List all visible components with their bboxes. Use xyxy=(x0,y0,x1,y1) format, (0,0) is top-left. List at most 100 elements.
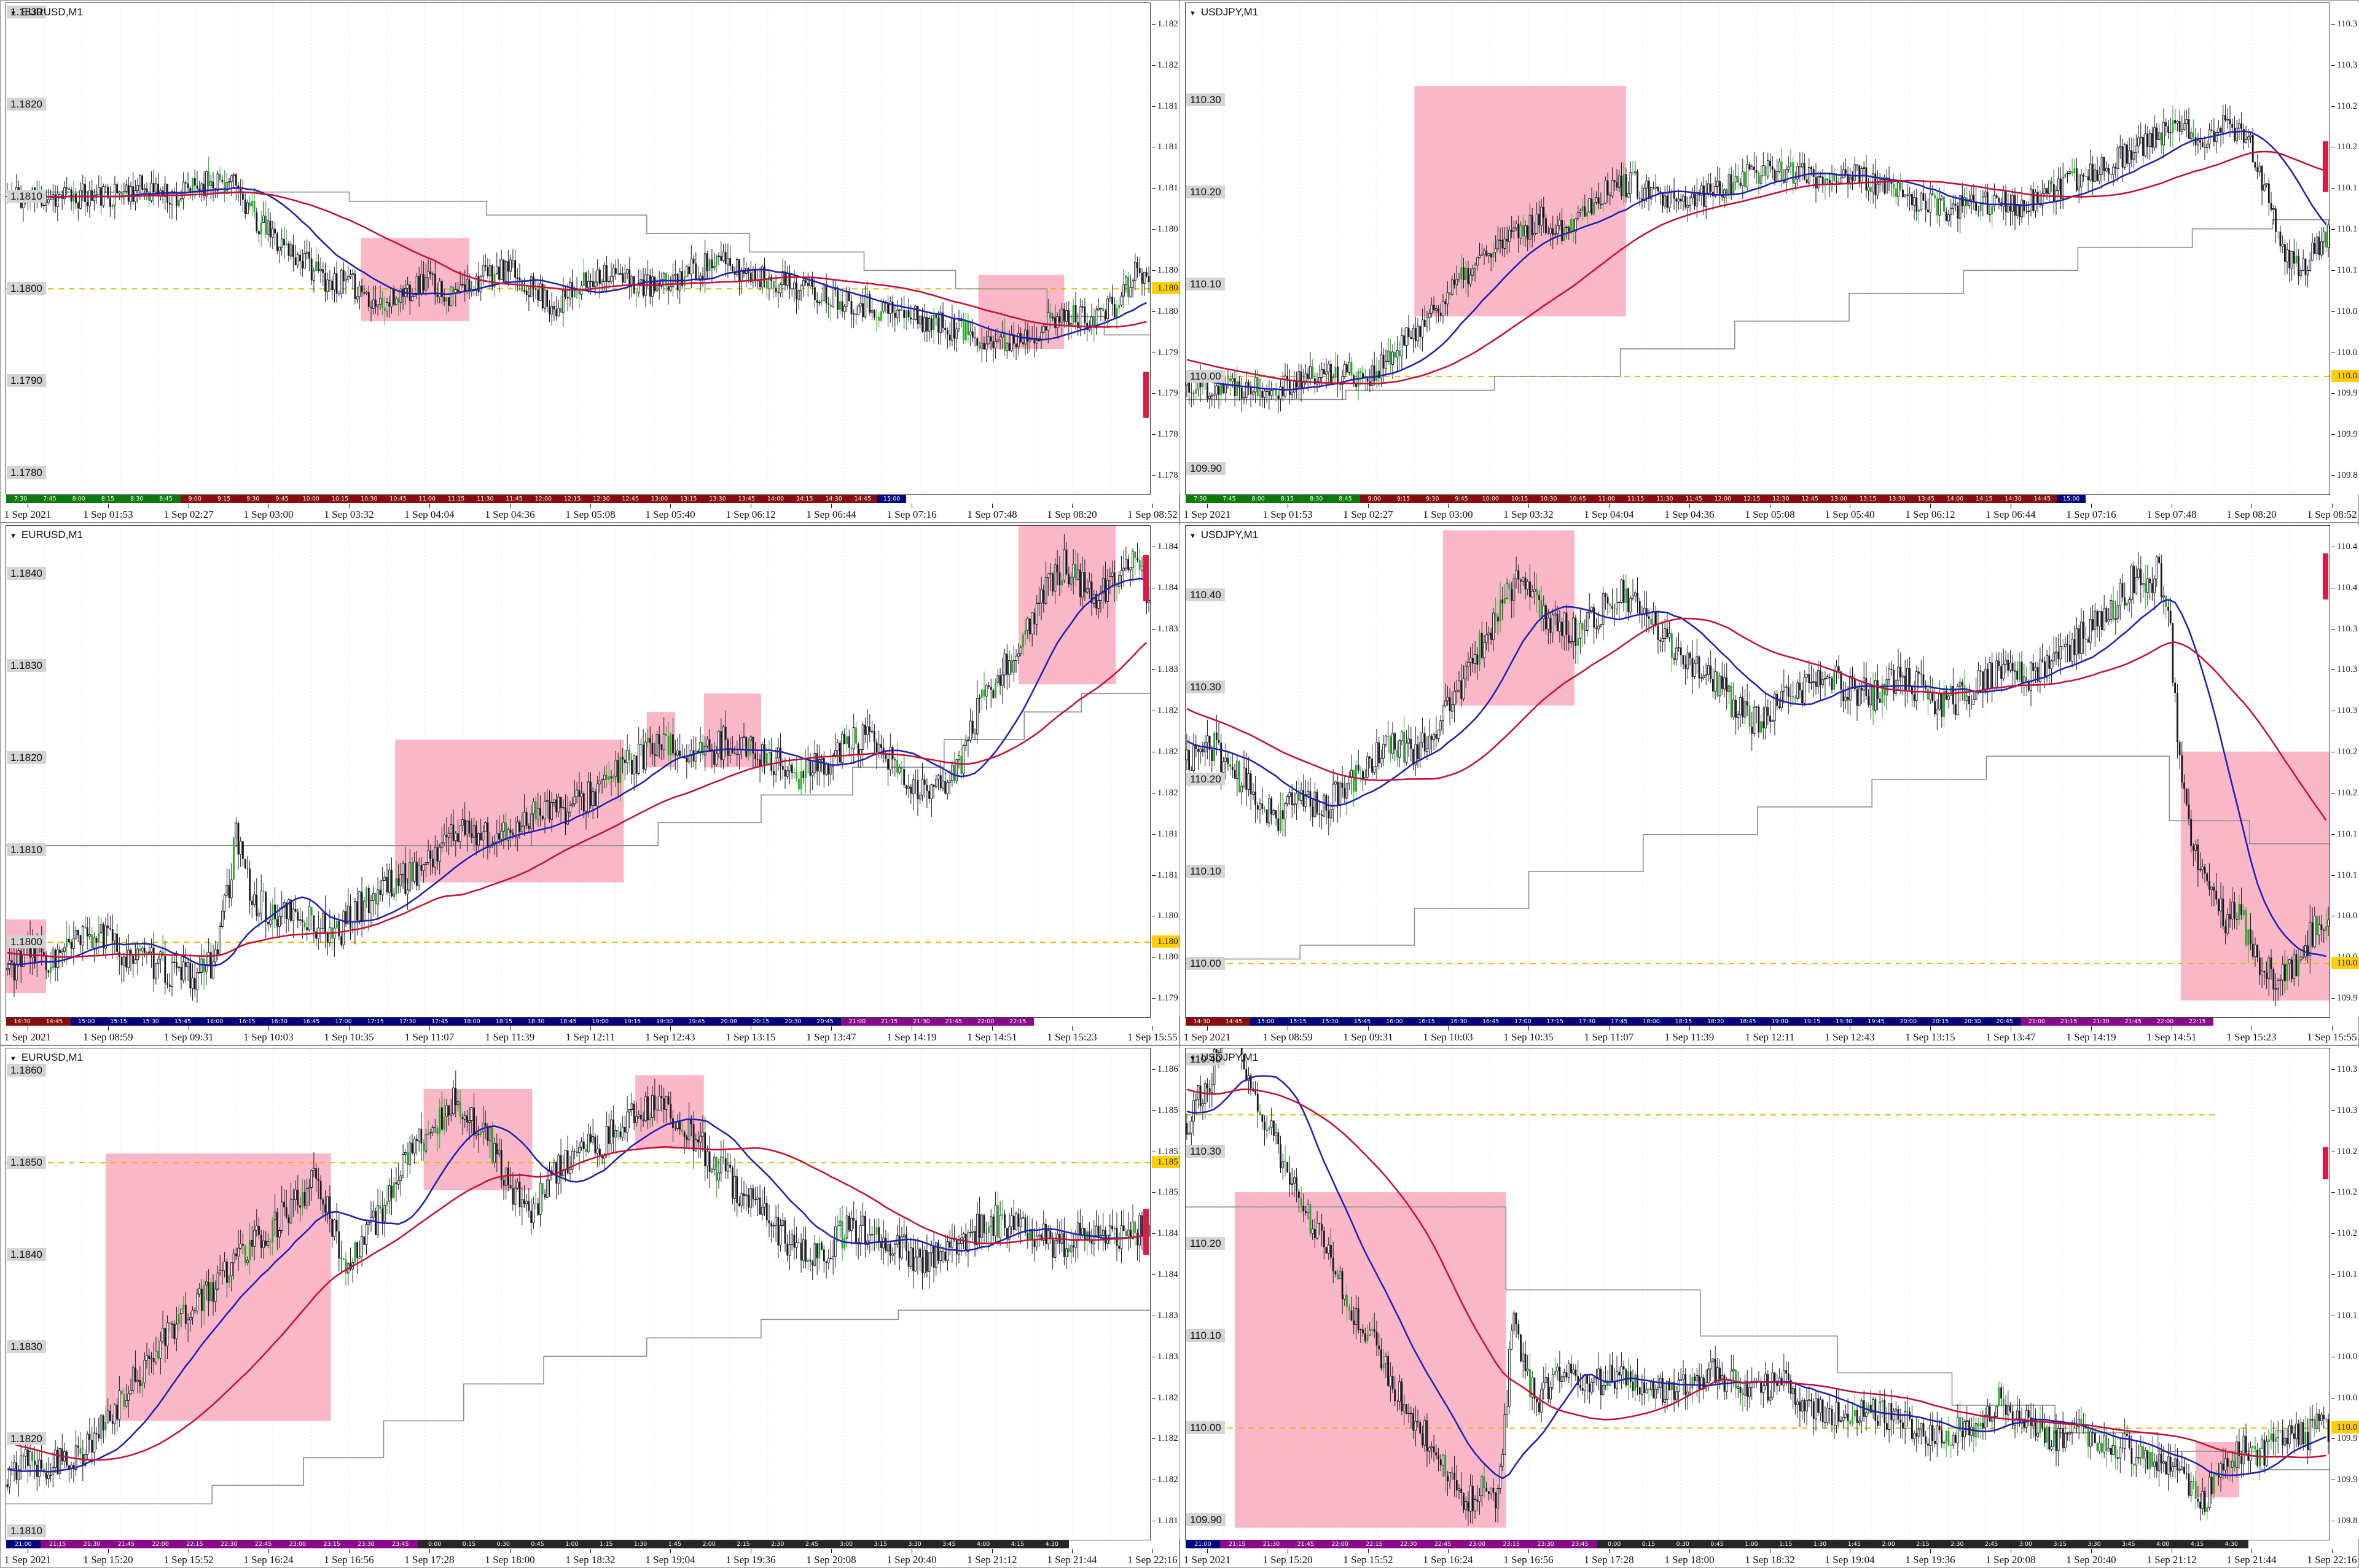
price-range-marker xyxy=(2323,1147,2328,1180)
symbol-dropdown-icon[interactable]: ▼ xyxy=(10,10,17,17)
session-strip-cell: 21:15 xyxy=(2052,1018,2085,1026)
chart-plot[interactable]: 1.1830 1.1820 1.1810 1.1800 1.1790 1.1780 ▼ EUR… xyxy=(6,2,1151,495)
highlight-boxes xyxy=(1414,86,1626,317)
price-scale[interactable]: 1.184 1.184 1.183 1.183 1.182 1.182 1.182 1.181… xyxy=(1152,525,1180,1016)
session-strip-cell: 18:15 xyxy=(488,1018,520,1026)
chart-window-usdjpy-3: 110.40 110.30 110.20 110.10 110.00 109.90 ▼ USD… xyxy=(1180,1045,2359,1568)
session-strip-cell: 0:15 xyxy=(452,1540,487,1548)
price-level-label: 110.10 xyxy=(1186,278,1225,291)
price-scale-tick: 1.186 xyxy=(1152,1063,1178,1075)
time-label: 1 Sep 22:16 xyxy=(1127,1554,1178,1566)
session-strip-cell: 11:15 xyxy=(1621,495,1651,503)
session-strip-cell: 10:30 xyxy=(354,495,384,503)
price-level-label: 110.20 xyxy=(1186,773,1225,786)
price-scale[interactable]: 1.186 1.185 1.185 1.185 1.184 1.184 1.183 1.183… xyxy=(1152,1048,1180,1539)
price-level-label: 1.1860 xyxy=(7,1064,46,1077)
time-label: 1 Sep 07:16 xyxy=(2066,509,2116,520)
session-strip-cell: 1:00 xyxy=(555,1540,589,1548)
session-strip-cell: 21:30 xyxy=(74,1540,109,1548)
time-label: 1 Sep 04:04 xyxy=(1584,509,1634,520)
price-scale-tick: 1.181 xyxy=(1152,100,1178,112)
ma-blue-line xyxy=(1186,130,2327,391)
price-level-label: 110.00 xyxy=(1186,1421,1225,1434)
time-axis-tick xyxy=(2091,504,2092,508)
session-strip-cell: 17:00 xyxy=(327,1018,360,1026)
session-strip-cell: 21:00 xyxy=(6,1540,41,1548)
price-level-label: 1.1800 xyxy=(7,282,46,295)
chart-plot[interactable]: 110.40 110.30 110.20 110.10 110.00 ▼ USDJPY,M1 xyxy=(1185,525,2330,1018)
time-axis-tick xyxy=(1207,1549,1208,1553)
price-scale-tick: 1.182 xyxy=(1152,746,1178,758)
price-level-label: 110.20 xyxy=(1186,1237,1225,1250)
session-strip-cell: 21:45 xyxy=(937,1018,970,1026)
time-label: 1 Sep 15:20 xyxy=(1262,1554,1313,1566)
price-scale-tick: 110.1 xyxy=(2331,264,2357,276)
session-strip-cell: 23:15 xyxy=(315,1540,350,1548)
price-level-label: 1.1830 xyxy=(7,1340,46,1353)
session-strip-cell: 11:45 xyxy=(499,495,529,503)
time-label: 1 Sep 01:53 xyxy=(1262,509,1313,520)
chart-plot[interactable]: 110.30 110.20 110.10 110.00 109.90 ▼ USDJPY,M1 xyxy=(1185,2,2330,495)
session-strip-cell: 16:30 xyxy=(1442,1018,1475,1026)
session-strip-cell: 9:45 xyxy=(1447,495,1476,503)
symbol-dropdown-icon[interactable]: ▼ xyxy=(10,532,17,540)
session-strip-cell: 4:30 xyxy=(2214,1540,2248,1548)
session-strip-cell: 14:00 xyxy=(1940,495,1970,503)
session-strip-cell: 15:15 xyxy=(1281,1018,1315,1026)
session-strip-cell: 21:15 xyxy=(1219,1540,1254,1548)
session-strip-cell: 22:15 xyxy=(1001,1018,1034,1026)
time-axis-tick xyxy=(2332,1026,2333,1031)
time-axis-tick xyxy=(1448,1026,1449,1031)
price-scale[interactable]: 1.182 1.182 1.181 1.181 1.181 1.180 1.180 1.180… xyxy=(1152,2,1180,494)
session-strip-cell: 20:15 xyxy=(745,1018,777,1026)
session-strip-cell: 23:00 xyxy=(280,1540,315,1548)
session-strip-cell: 3:15 xyxy=(2043,1540,2078,1548)
symbol-dropdown-icon[interactable]: ▼ xyxy=(1189,10,1196,17)
session-strip-cell: 3:15 xyxy=(863,1540,898,1548)
session-strip-cell: 11:00 xyxy=(1592,495,1621,503)
price-scale[interactable]: 110.4 110.4 110.3 110.3 110.3 110.2 110.2 110.1… xyxy=(2331,525,2359,1016)
round-level-price-label: 110.0 xyxy=(2331,1421,2359,1433)
session-strip-cell: 22:30 xyxy=(211,1540,246,1548)
time-label: 1 Sep 18:00 xyxy=(1664,1554,1715,1566)
chart-plot[interactable]: 1.1840 1.1830 1.1820 1.1810 1.1800 ▼ EURUSD,M1 xyxy=(6,525,1151,1018)
time-axis-tick xyxy=(1207,504,1208,508)
time-label: 1 Sep 06:44 xyxy=(1985,509,2036,520)
chart-window-usdjpy-1: 110.30 110.20 110.10 110.00 109.90 ▼ USDJPY,M1… xyxy=(1180,0,2359,523)
time-label: 1 Sep 15:52 xyxy=(163,1554,214,1566)
symbol-period-label: EURUSD,M1 xyxy=(21,6,84,18)
time-axis-tick xyxy=(2091,1026,2092,1031)
price-scale-tick: 110.0 xyxy=(2331,346,2357,359)
price-scale-tick: 1.179 xyxy=(1152,387,1178,399)
symbol-period-label: EURUSD,M1 xyxy=(21,529,84,540)
symbol-dropdown-icon[interactable]: ▼ xyxy=(1189,1055,1196,1063)
symbol-dropdown-icon[interactable]: ▼ xyxy=(1189,532,1196,540)
session-strip-cell: 9:00 xyxy=(180,495,209,503)
time-label: 1 Sep 14:19 xyxy=(2066,1031,2116,1043)
price-scale[interactable]: 110.3 110.3 110.2 110.2 110.1 110.1 110.1 110.0… xyxy=(2331,2,2359,494)
grid-lines xyxy=(1223,3,2329,494)
price-scale[interactable]: 110.3 110.3 110.2 110.2 110.2 110.1 110.1 110.0… xyxy=(2331,1048,2359,1539)
session-strip-cell: 11:45 xyxy=(1679,495,1708,503)
session-strip-cell: 9:15 xyxy=(1388,495,1418,503)
time-axis-tick xyxy=(1689,1026,1690,1031)
time-axis-tick xyxy=(1930,504,1931,508)
session-strip-cell: 15:00 xyxy=(877,495,906,503)
chart-plot[interactable]: 1.1860 1.1850 1.1840 1.1830 1.1820 1.1810 ▼ EUR… xyxy=(6,1048,1151,1540)
ma-red-line xyxy=(7,1145,1147,1461)
price-scale-tick: 110.1 xyxy=(2331,1268,2357,1281)
chart-plot[interactable]: 110.40 110.30 110.20 110.10 110.00 109.90 ▼ USD… xyxy=(1185,1048,2330,1540)
round-level-price-label: 110.0 xyxy=(2331,370,2359,382)
symbol-dropdown-icon[interactable]: ▼ xyxy=(10,1055,17,1063)
session-strip-cell: 11:15 xyxy=(441,495,471,503)
session-strip-cell: 13:45 xyxy=(1911,495,1941,503)
time-label: 1 Sep 08:20 xyxy=(2226,509,2277,520)
session-strip-cell: 0:15 xyxy=(1631,1540,1666,1548)
session-strip-cell: 21:00 xyxy=(1186,1540,1220,1548)
ma-red-line xyxy=(7,641,1148,958)
price-level-label: 1.1810 xyxy=(7,843,46,856)
time-label: 1 Sep 10:03 xyxy=(243,1031,294,1043)
session-strip-cell: 13:30 xyxy=(703,495,732,503)
session-strip-cell: 19:15 xyxy=(616,1018,649,1026)
